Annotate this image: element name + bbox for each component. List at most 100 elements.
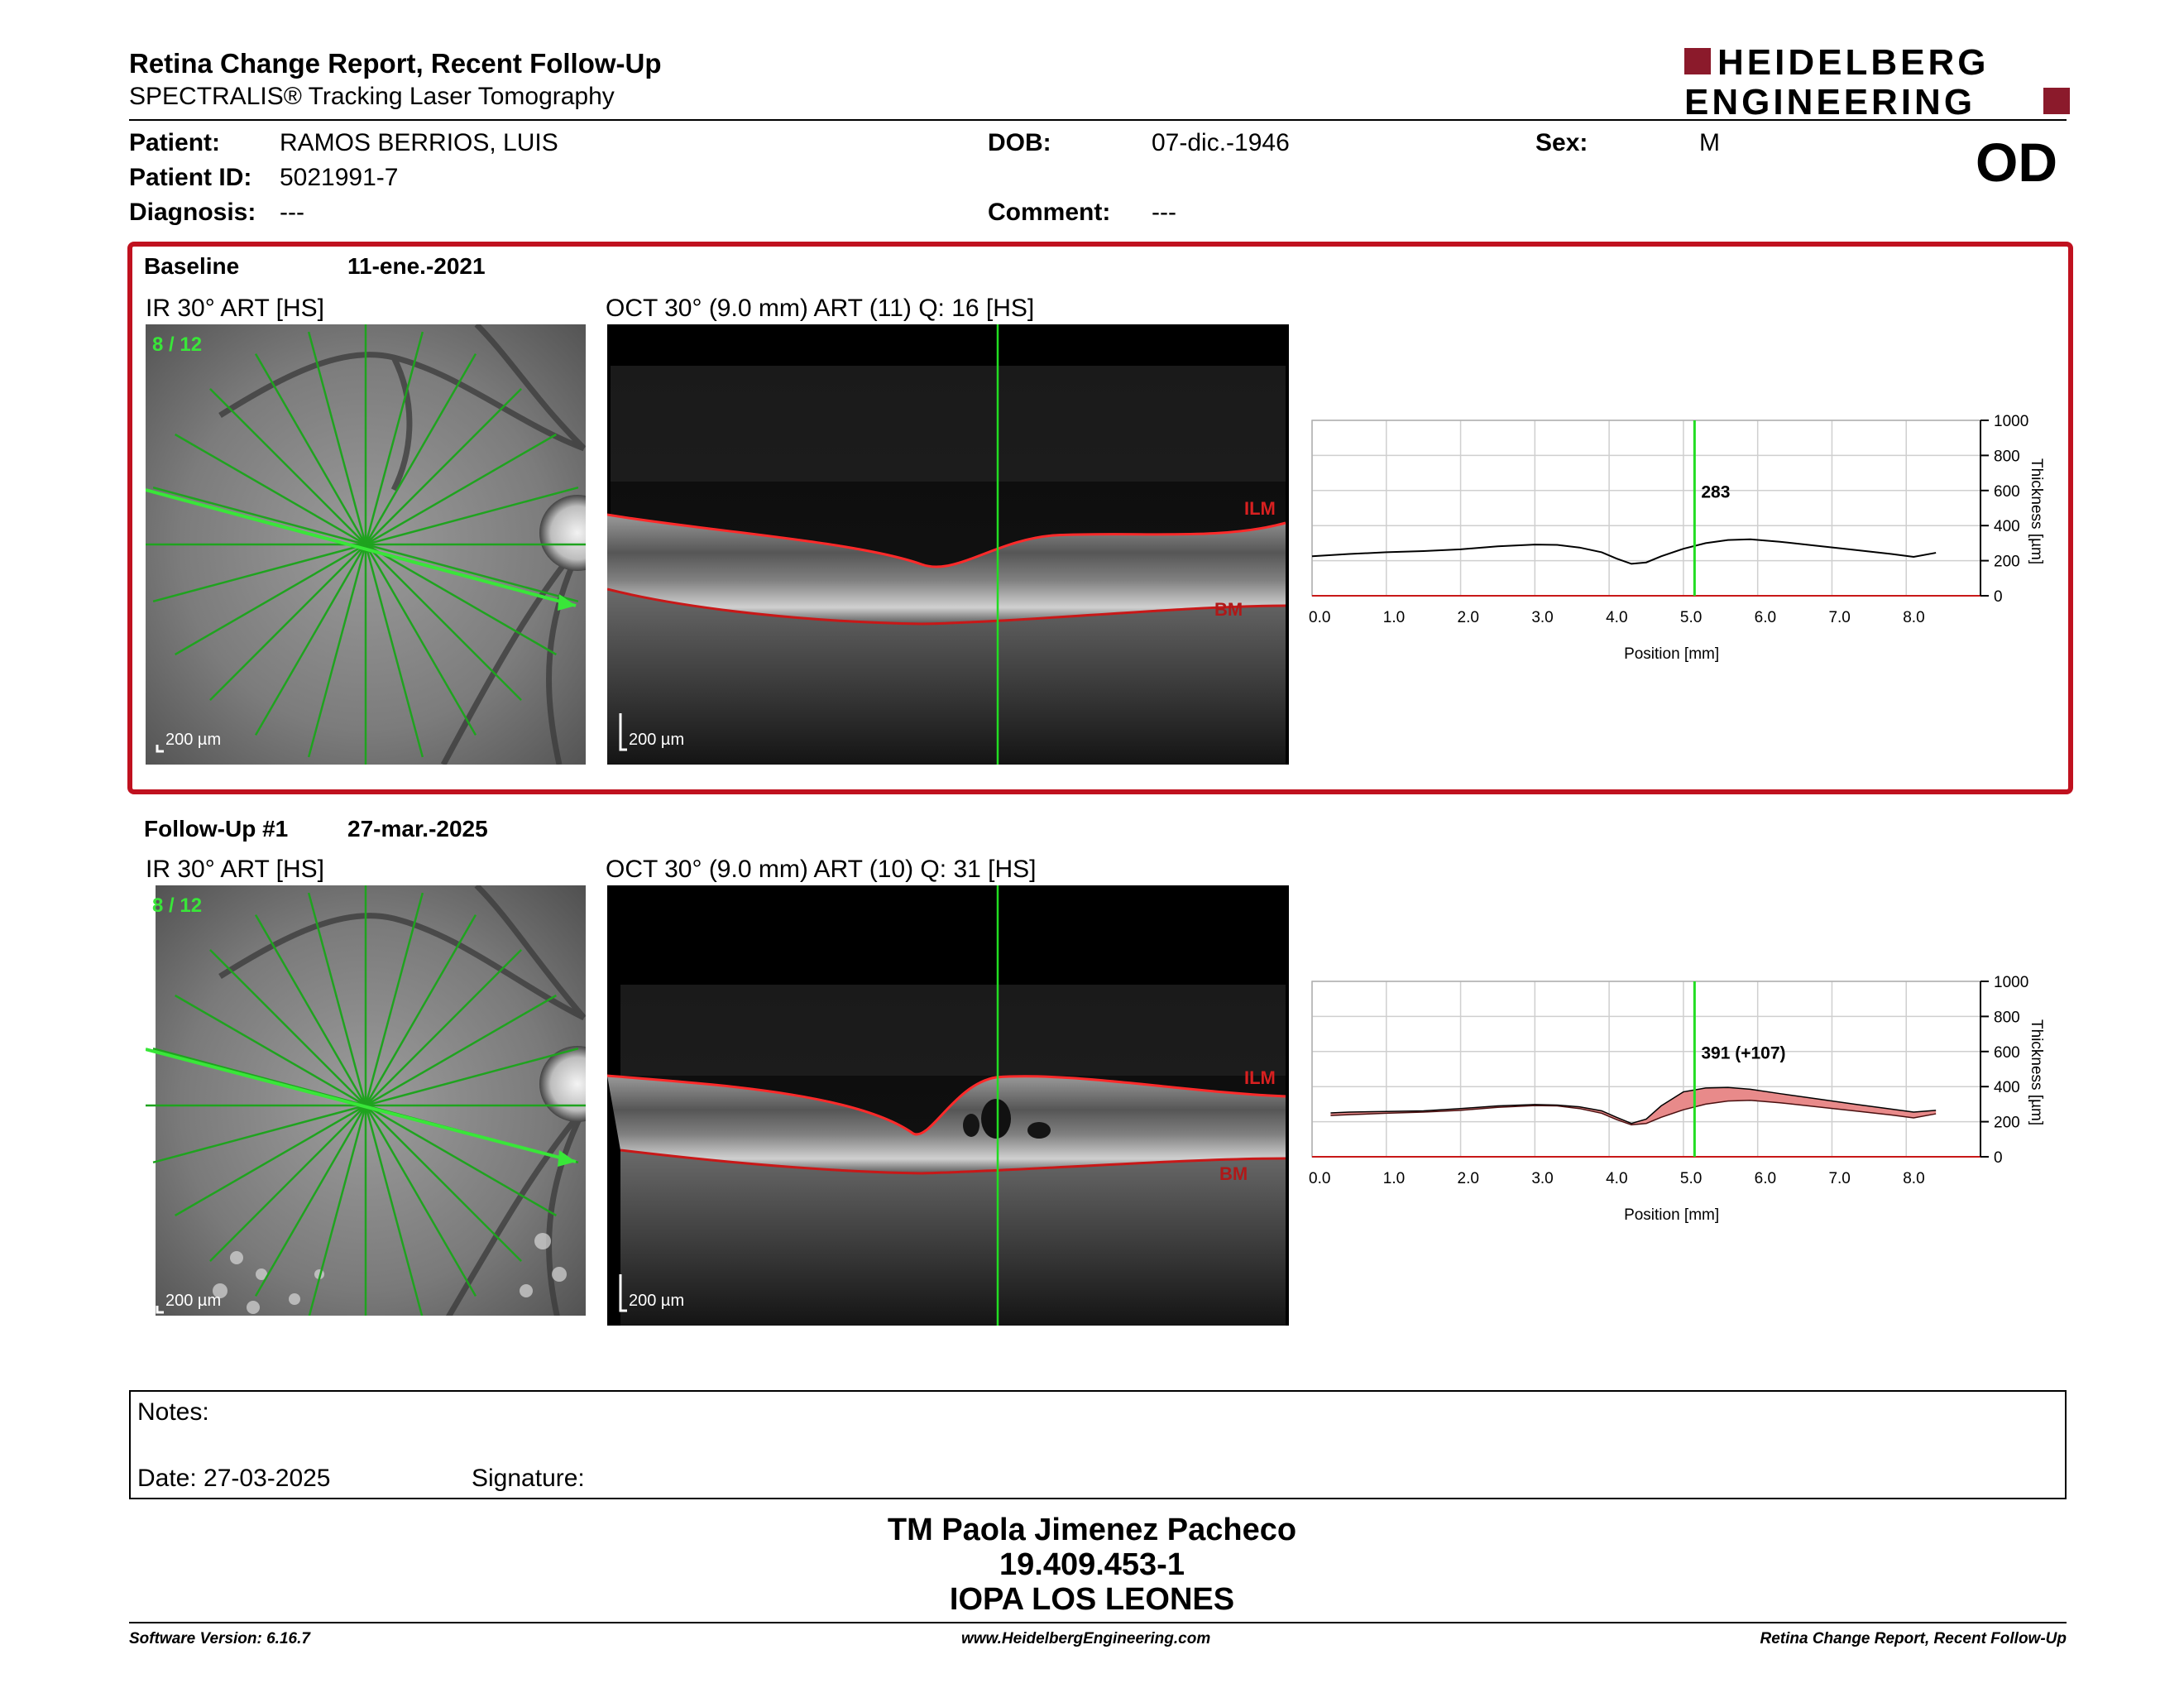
baseline-oct-image[interactable]: ILM BM 200 µm	[607, 324, 1289, 765]
retina-layers	[607, 515, 1286, 624]
oct-scale-bar: 200 µm	[629, 1292, 684, 1310]
ilm-line	[607, 1074, 1286, 1136]
y-tick-label: 0	[1994, 588, 2003, 606]
heidelberg-logo: HEIDELBERG ENGINEERING	[1684, 43, 2070, 119]
choroid	[607, 589, 1286, 765]
y-tick-label: 1000	[1994, 413, 2028, 430]
notes-date: Date: 27-03-2025	[137, 1465, 331, 1492]
signer-id: 19.409.453-1	[999, 1547, 1185, 1582]
y-tick-label: 1000	[1994, 974, 2028, 991]
baseline-date: 11-ene.-2021	[347, 253, 486, 279]
difference-area	[1330, 1087, 1937, 1125]
followup-oct-caption: OCT 30° (9.0 mm) ART (10) Q: 31 [HS]	[606, 856, 1037, 883]
followup-thickness-chart: 0 200 400 600 800 1000 0.0 1.0 2.0 3.0 4.0 5.0 6.0 7.…	[1309, 974, 2045, 1224]
baseline-ir-caption: IR 30° ART [HS]	[146, 295, 324, 322]
selected-scan-line	[146, 488, 577, 607]
x-tick-label: 4.0	[1606, 609, 1627, 626]
footer-divider	[129, 1622, 2067, 1623]
x-tick-label: 5.0	[1680, 609, 1702, 626]
followup-ir-caption: IR 30° ART [HS]	[146, 856, 324, 883]
ir-scale-bar: 200 µm	[165, 1292, 221, 1310]
y-tick-label: 800	[1994, 1009, 2020, 1026]
diagnosis-value: ---	[280, 199, 304, 226]
y-tick-label: 800	[1994, 448, 2020, 465]
sex-value: M	[1699, 129, 1720, 156]
signer-institution: IOPA LOS LEONES	[949, 1582, 1235, 1617]
x-tick-label: 8.0	[1903, 609, 1924, 626]
cyst	[981, 1099, 1011, 1139]
y-tick-label: 0	[1994, 1149, 2003, 1167]
ir-scale-bar: 200 µm	[165, 731, 221, 749]
scan-index: 8 / 12	[152, 333, 202, 356]
x-tick-label: 3.0	[1531, 609, 1553, 626]
website-link[interactable]: www.HeidelbergEngineering.com	[961, 1630, 1211, 1647]
eye-indicator: OD	[1976, 132, 2057, 193]
y-tick-label: 600	[1994, 1044, 2020, 1062]
baseline-frame	[127, 242, 2073, 794]
x-tick-label: 0.0	[1309, 1170, 1330, 1187]
header-divider	[129, 119, 2067, 121]
x-tick-label: 5.0	[1680, 1170, 1702, 1187]
y-tick-label: 200	[1994, 554, 2020, 571]
radial-scan-lines	[146, 324, 586, 765]
vitreous-noise	[611, 366, 1286, 482]
baseline-ir-image[interactable]: 8 / 12 200 µm	[146, 324, 586, 765]
patient-label: Patient:	[129, 129, 221, 156]
ilm-label: ILM	[1244, 1067, 1276, 1088]
signer-name: TM Paola Jimenez Pacheco	[887, 1513, 1297, 1547]
followup-date: 27-mar.-2025	[347, 816, 488, 842]
dob-label: DOB:	[988, 129, 1051, 156]
y-axis-label: Thickness [µm]	[2028, 458, 2045, 564]
followup-ir-image[interactable]: 8 / 12 200 µm	[146, 885, 586, 1326]
comment-value: ---	[1152, 199, 1176, 226]
x-tick-label: 0.0	[1309, 609, 1330, 626]
plot-frame	[1311, 981, 1981, 1158]
thickness-line	[1311, 538, 1937, 565]
retina-layers	[607, 1076, 1286, 1173]
x-axis-label: Position [mm]	[1624, 645, 1719, 663]
plot-frame	[1311, 420, 1981, 597]
cyst	[1027, 1122, 1051, 1139]
followup-thickness-line	[1330, 1086, 1937, 1125]
comment-label: Comment:	[988, 199, 1111, 226]
bm-line	[620, 1149, 1286, 1175]
y-tick-label: 600	[1994, 483, 2020, 501]
scan-index: 8 / 12	[152, 894, 202, 917]
optic-disc	[539, 495, 586, 571]
patient-name: RAMOS BERRIOS, LUIS	[280, 129, 558, 156]
x-tick-label: 2.0	[1458, 609, 1479, 626]
bm-line	[607, 587, 1286, 626]
cursor-value-label: 283	[1701, 482, 1730, 501]
logo-square-bottom	[2043, 88, 2070, 114]
y-axis-label: Thickness [µm]	[2028, 1019, 2045, 1125]
baseline-oct-caption: OCT 30° (9.0 mm) ART (11) Q: 16 [HS]	[606, 295, 1035, 322]
radial-scan-line	[152, 486, 579, 603]
x-tick-label: 4.0	[1606, 1170, 1627, 1187]
cyst	[963, 1114, 979, 1137]
oct-scale-bar: 200 µm	[629, 731, 684, 749]
patient-id-label: Patient ID:	[129, 164, 252, 191]
x-tick-label: 1.0	[1383, 1170, 1405, 1187]
drusen	[213, 1233, 567, 1314]
x-tick-label: 1.0	[1383, 609, 1405, 626]
x-tick-label: 6.0	[1755, 1170, 1776, 1187]
signature-label: Signature:	[472, 1465, 585, 1492]
x-tick-label: 8.0	[1903, 1170, 1924, 1187]
x-tick-label: 2.0	[1458, 1170, 1479, 1187]
followup-oct-image[interactable]: ILM BM 200 µm	[607, 885, 1289, 1326]
baseline-thickness-chart: 0 200 400 600 800 1000 0.0 1.0 2.0 3.0 4.0 5.0 6.0 7.…	[1309, 413, 2045, 663]
followup-label: Follow-Up #1	[144, 816, 289, 842]
y-tick-label: 200	[1994, 1115, 2020, 1132]
report-subtitle: SPECTRALIS® Tracking Laser Tomography	[129, 83, 615, 110]
cursor-value-label: 391 (+107)	[1701, 1043, 1785, 1062]
logo-line1: HEIDELBERG	[1717, 43, 1989, 83]
y-tick-label: 400	[1994, 1079, 2020, 1096]
x-tick-label: 7.0	[1828, 1170, 1850, 1187]
sex-label: Sex:	[1535, 129, 1588, 156]
dob-value: 07-dic.-1946	[1152, 129, 1290, 156]
ilm-line	[607, 513, 1286, 568]
notes-box[interactable]: Notes: Date: 27-03-2025 Signature:	[129, 1390, 2067, 1499]
x-tick-label: 6.0	[1755, 609, 1776, 626]
bm-label: BM	[1219, 1163, 1248, 1184]
y-tick-label: 400	[1994, 518, 2020, 535]
